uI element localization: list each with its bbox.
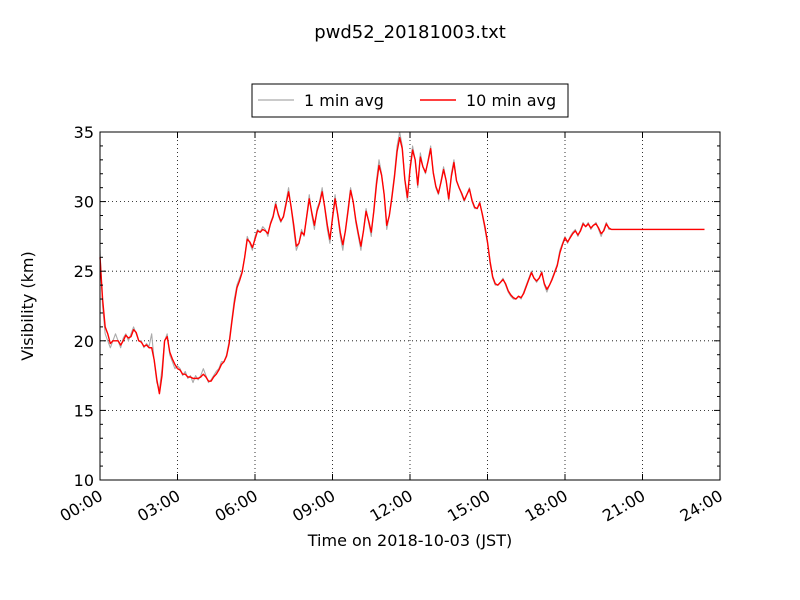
y-tick-label: 30 — [74, 193, 94, 212]
legend-box — [251, 83, 569, 118]
x-axis-label: Time on 2018-10-03 (JST) — [307, 531, 512, 550]
grid-layer — [100, 132, 720, 480]
legend: 1 min avg 10 min avg — [251, 83, 569, 118]
chart-title: pwd52_20181003.txt — [314, 22, 506, 43]
y-tick-label: 35 — [74, 123, 94, 142]
y-axis-label: Visibility (km) — [18, 251, 37, 360]
series-layer — [99, 131, 705, 395]
y-tick-label: 25 — [74, 262, 94, 281]
y-tick-label: 20 — [74, 332, 94, 351]
legend-label-1min: 1 min avg — [304, 91, 384, 110]
series-line-10min — [99, 136, 705, 395]
legend-label-10min: 10 min avg — [466, 91, 556, 110]
y-tick-label: 10 — [74, 471, 94, 490]
y-tick-label: 15 — [74, 401, 94, 420]
